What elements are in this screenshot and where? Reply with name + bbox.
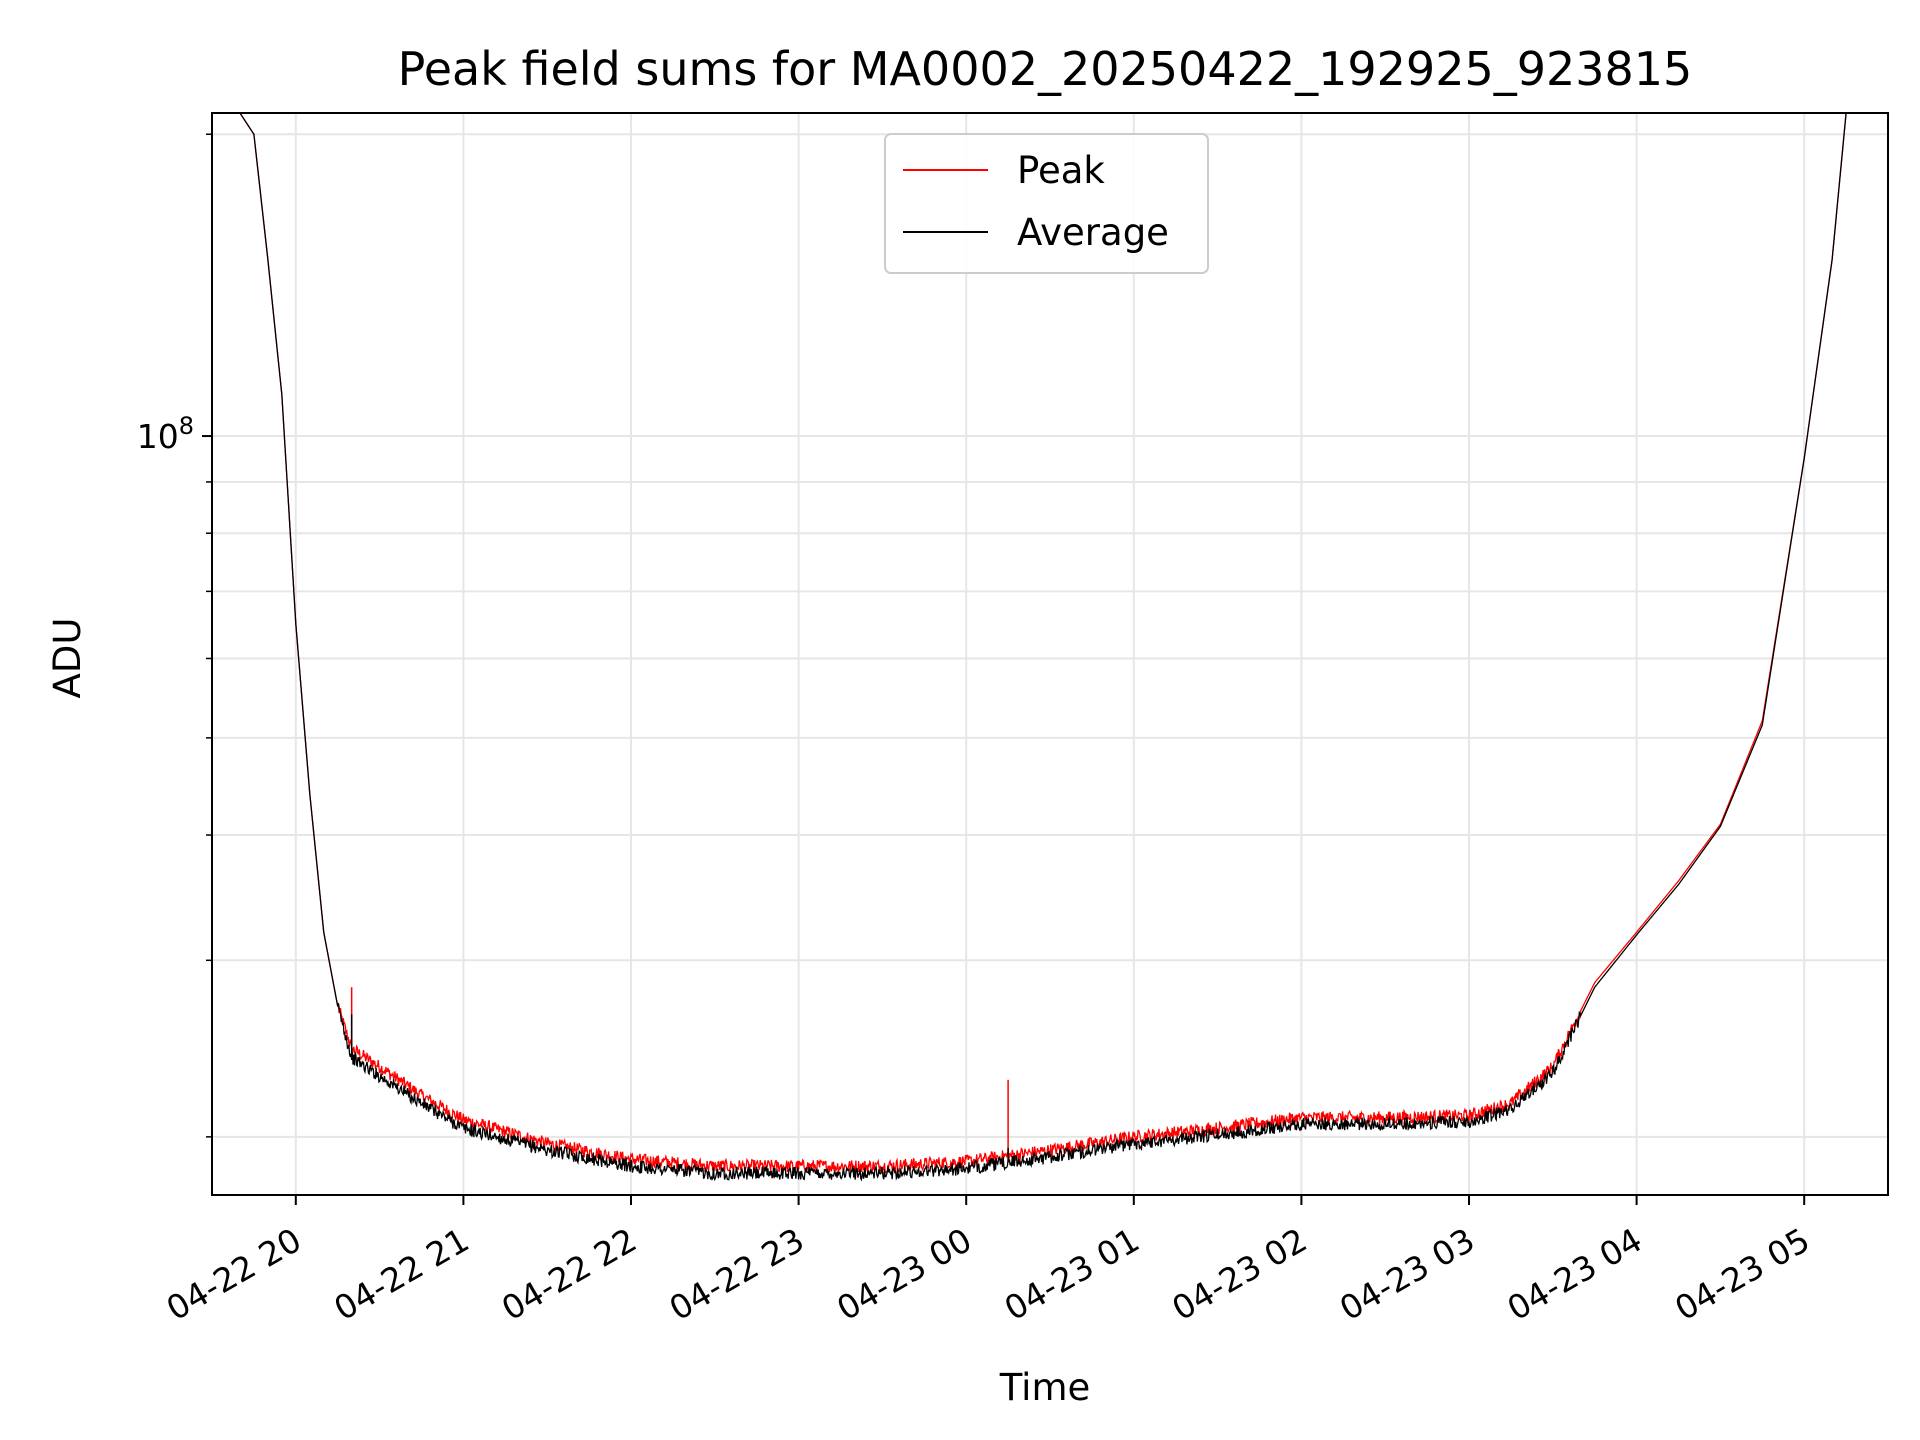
legend: Peak Average (885, 134, 1208, 273)
legend-label-peak: Peak (1017, 149, 1105, 192)
chart-title: Peak field sums for MA0002_20250422_1929… (398, 42, 1693, 96)
chart: 04-22 20 04-22 21 04-22 22 04-22 23 04-23 00… (0, 0, 1920, 1440)
y-axis-label: ADU (46, 618, 89, 699)
legend-label-average: Average (1017, 211, 1169, 254)
x-axis-label: Time (999, 1366, 1091, 1409)
